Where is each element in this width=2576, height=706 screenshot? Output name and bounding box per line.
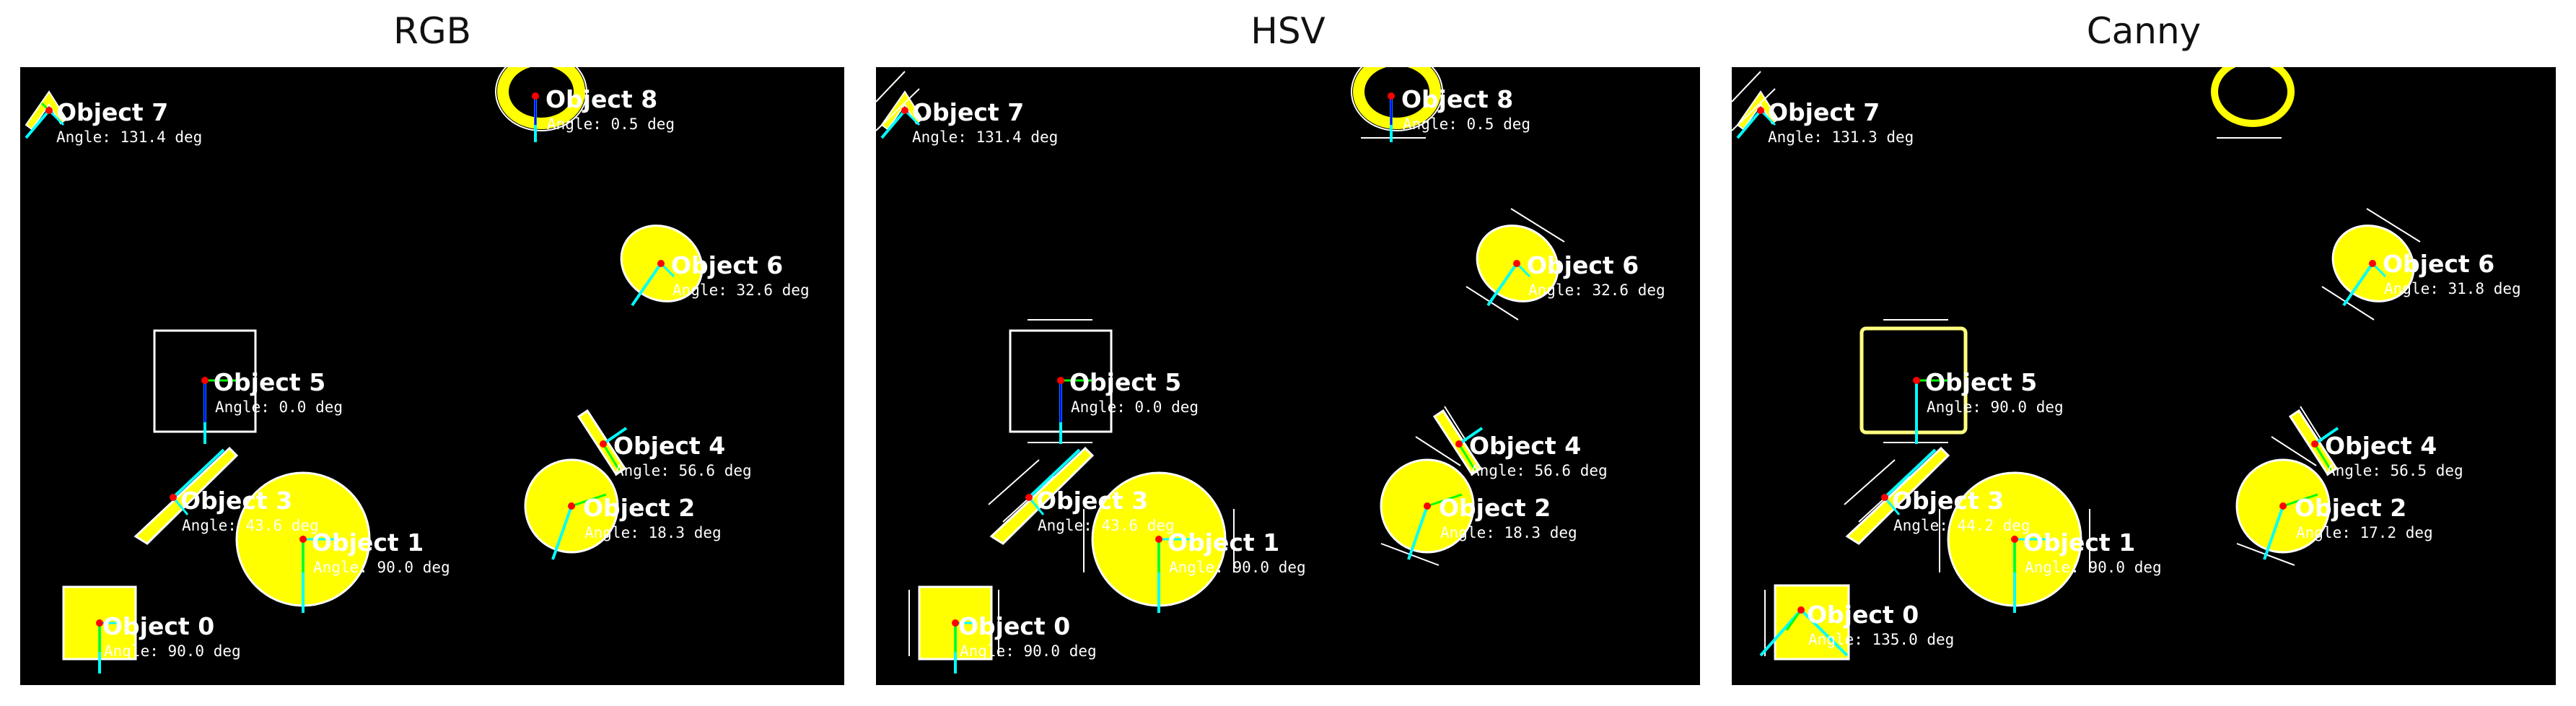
object-0-shape (908, 585, 999, 674)
object-7-shape (25, 90, 68, 139)
object-2-shape (2235, 458, 2331, 566)
panel-image-hsv: Object 0 Angle: 90.0 deg Object 1 Angle:… (876, 67, 1700, 685)
object-3-angle: Angle: 43.6 deg (182, 517, 319, 534)
object-3-shape (988, 446, 1095, 545)
object-8-shape (495, 67, 587, 142)
object-5-label: Object 5 (214, 368, 325, 396)
object-5-label: Object 5 (1069, 368, 1181, 396)
object-1-angle: Angle: 90.0 deg (313, 559, 450, 576)
object-3-shape (1844, 446, 1950, 545)
object-6-angle: Angle: 31.8 deg (2384, 280, 2521, 297)
object-1-shape (1083, 471, 1235, 613)
object-7-angle: Angle: 131.3 deg (1768, 128, 1914, 146)
object-0-angle: Angle: 90.0 deg (104, 642, 241, 660)
object-8-angle: Angle: 0.5 deg (1403, 116, 1530, 133)
object-6-angle: Angle: 32.6 deg (673, 282, 810, 299)
object-6-angle: Angle: 32.6 deg (1528, 282, 1665, 299)
object-8-label: Object 8 (1401, 85, 1513, 113)
object-6-label: Object 6 (2383, 250, 2494, 278)
object-2-label: Object 2 (583, 494, 695, 522)
object-4-label: Object 4 (1469, 432, 1581, 460)
object-0-shape (1759, 584, 1850, 661)
object-0-label: Object 0 (958, 612, 1070, 640)
object-2-angle: Angle: 18.3 deg (1440, 524, 1577, 541)
object-7-label: Object 7 (912, 98, 1024, 126)
object-5-shape (153, 329, 257, 444)
object-7-shape (876, 71, 924, 139)
object-8-angle: Angle: 0.5 deg (547, 116, 675, 133)
object-0-label: Object 0 (102, 612, 214, 640)
object-5-angle: Angle: 0.0 deg (215, 398, 343, 416)
object-0-angle: Angle: 135.0 deg (1808, 631, 1954, 648)
object-3-angle: Angle: 43.6 deg (1038, 517, 1175, 534)
object-6-shape (620, 225, 704, 307)
object-2-shape (524, 458, 619, 560)
object-1-angle: Angle: 90.0 deg (2025, 559, 2162, 576)
object-5-shape (1009, 319, 1113, 444)
object-2-label: Object 2 (2295, 494, 2406, 522)
object-1-angle: Angle: 90.0 deg (1169, 559, 1306, 576)
object-2-label: Object 2 (1439, 494, 1551, 522)
panel-rgb: RGB (20, 0, 844, 706)
object-3-label: Object 3 (1036, 487, 1148, 515)
object-1-label: Object 1 (312, 528, 424, 557)
object-4-shape (2271, 406, 2339, 476)
object-1-label: Object 1 (1167, 528, 1279, 557)
object-1-shape (1939, 471, 2090, 613)
object-6-shape (2321, 208, 2421, 321)
panel-image-rgb: Object 0 Angle: 90.0 deg Object 1 Angle:… (20, 67, 844, 685)
panel-canny: Canny (1732, 0, 2556, 706)
object-6-label: Object 6 (1527, 251, 1639, 279)
object-3-label: Object 3 (180, 487, 292, 515)
object-1-label: Object 1 (2023, 528, 2135, 557)
object-8-shape (1351, 67, 1443, 142)
panel-title: Canny (2086, 10, 2202, 52)
object-6-label: Object 6 (671, 251, 783, 279)
object-8-label: Object 8 (546, 85, 657, 113)
object-0-label: Object 0 (1807, 601, 1919, 629)
object-4-shape (577, 409, 628, 476)
panel-title: HSV (1250, 10, 1326, 52)
object-6-shape (1466, 208, 1565, 321)
object-0-angle: Angle: 90.0 deg (960, 642, 1097, 660)
object-4-shape (1415, 406, 1484, 476)
object-7-label: Object 7 (1768, 98, 1880, 126)
object-4-angle: Angle: 56.6 deg (1471, 462, 1608, 479)
object-2-angle: Angle: 17.2 deg (2296, 524, 2433, 541)
object-5-angle: Angle: 90.0 deg (1927, 398, 2064, 416)
object-0-shape (62, 585, 137, 674)
object-4-label: Object 4 (613, 432, 725, 460)
panel-hsv: HSV (876, 0, 1700, 706)
ring-shape (2211, 67, 2295, 139)
object-1-shape (235, 471, 371, 613)
object-4-angle: Angle: 56.6 deg (615, 462, 752, 479)
object-2-angle: Angle: 18.3 deg (584, 524, 722, 541)
object-5-angle: Angle: 0.0 deg (1071, 398, 1199, 416)
object-7-shape (1732, 71, 1779, 139)
object-7-angle: Angle: 131.4 deg (56, 128, 202, 146)
object-5-shape (1859, 319, 1968, 444)
object-4-label: Object 4 (2325, 432, 2437, 460)
object-5-label: Object 5 (1925, 368, 2037, 396)
panel-image-canny: Object 0 Angle: 135.0 deg Object 1 Angle… (1732, 67, 2556, 685)
object-4-angle: Angle: 56.5 deg (2326, 462, 2463, 479)
object-2-shape (1380, 458, 1475, 566)
object-3-angle: Angle: 44.2 deg (1893, 517, 2030, 534)
object-3-label: Object 3 (1892, 487, 2004, 515)
object-7-label: Object 7 (56, 98, 168, 126)
object-7-angle: Angle: 131.4 deg (912, 128, 1058, 146)
object-3-shape (133, 446, 239, 545)
panel-title: RGB (393, 10, 471, 52)
